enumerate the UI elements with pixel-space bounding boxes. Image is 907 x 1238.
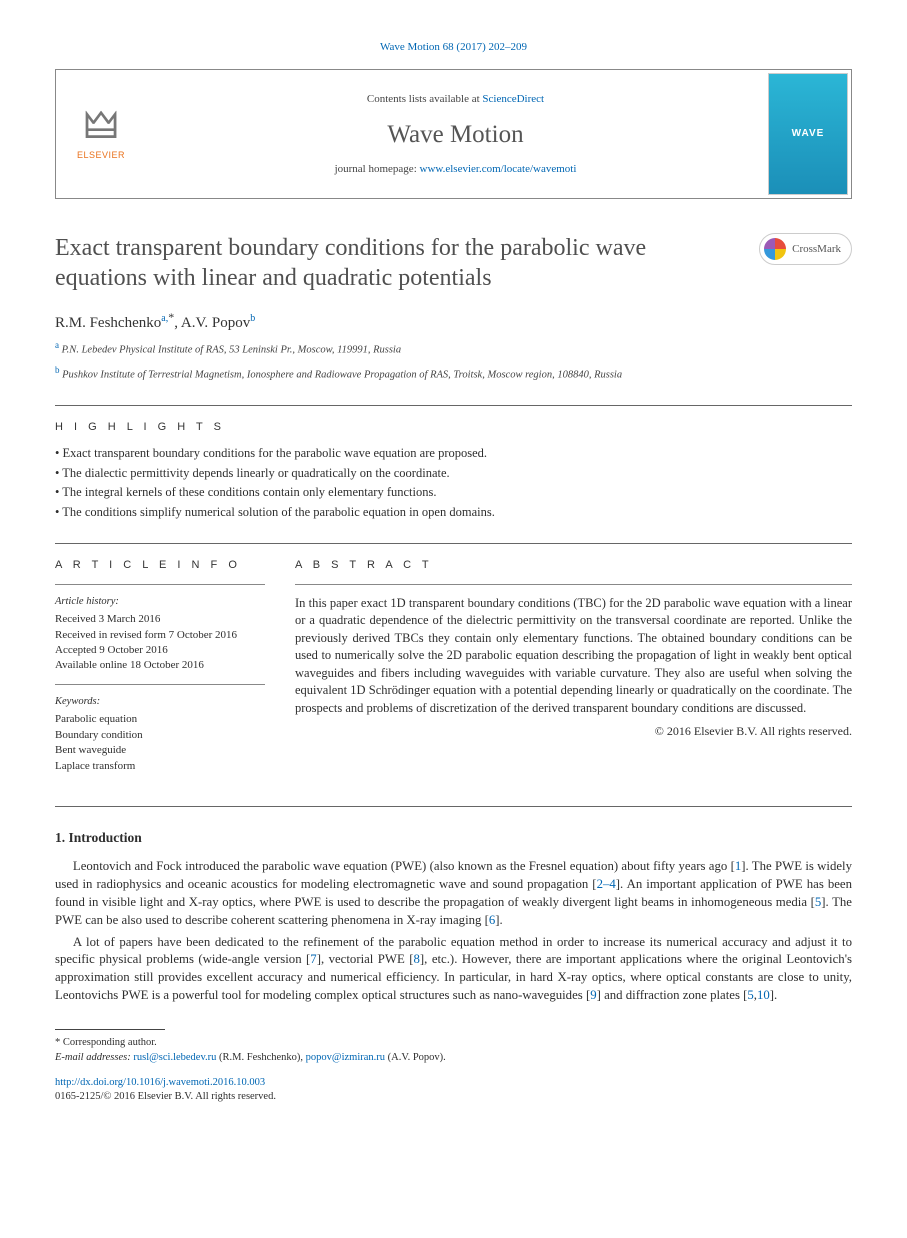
publisher-name: ELSEVIER — [77, 149, 125, 162]
doi-link[interactable]: http://dx.doi.org/10.1016/j.wavemoti.201… — [55, 1077, 265, 1088]
footnote-divider — [55, 1029, 165, 1030]
keyword: Parabolic equation — [55, 712, 265, 727]
header-center: Contents lists available at ScienceDirec… — [146, 70, 765, 198]
citation-header: Wave Motion 68 (2017) 202–209 — [55, 40, 852, 55]
journal-homepage: journal homepage: www.elsevier.com/locat… — [335, 162, 577, 177]
body-paragraph: Leontovich and Fock introduced the parab… — [55, 858, 852, 930]
journal-cover-thumbnail[interactable]: WAVE — [768, 73, 848, 195]
info-abstract-row: A R T I C L E I N F O Article history: R… — [55, 558, 852, 784]
corr-label: Corresponding author. — [63, 1037, 157, 1048]
divider — [55, 584, 265, 585]
doi-block: http://dx.doi.org/10.1016/j.wavemoti.201… — [55, 1076, 852, 1105]
citation-ref[interactable]: 2–4 — [597, 877, 616, 891]
affiliation-text: Pushkov Institute of Terrestrial Magneti… — [62, 369, 622, 380]
article-info-column: A R T I C L E I N F O Article history: R… — [55, 558, 265, 784]
keywords-head: Keywords: — [55, 695, 265, 710]
crossmark-label: CrossMark — [792, 242, 841, 257]
abstract-column: A B S T R A C T In this paper exact 1D t… — [295, 558, 852, 784]
divider — [295, 584, 852, 585]
divider — [55, 543, 852, 544]
keyword: Boundary condition — [55, 728, 265, 743]
keyword: Bent waveguide — [55, 743, 265, 758]
history-item: Received 3 March 2016 — [55, 612, 265, 627]
homepage-url[interactable]: www.elsevier.com/locate/wavemoti — [420, 163, 577, 175]
elsevier-tree-icon: 🜲 — [84, 107, 119, 145]
citation-ref[interactable]: 10 — [757, 988, 770, 1002]
divider — [55, 806, 852, 807]
crossmark-icon — [764, 238, 786, 260]
corresponding-star-icon: * — [168, 310, 174, 324]
publisher-logo[interactable]: 🜲 ELSEVIER — [56, 70, 146, 198]
highlight-item: The conditions simplify numerical soluti… — [55, 504, 852, 522]
crossmark-badge[interactable]: CrossMark — [759, 233, 852, 265]
keywords-block: Keywords: Parabolic equation Boundary co… — [55, 695, 265, 774]
keyword: Laplace transform — [55, 759, 265, 774]
article-title: Exact transparent boundary conditions fo… — [55, 233, 759, 293]
homepage-prefix: journal homepage: — [335, 163, 420, 175]
history-head: Article history: — [55, 595, 265, 610]
title-row: Exact transparent boundary conditions fo… — [55, 233, 852, 293]
cover-text: WAVE — [792, 127, 825, 141]
email-label: E-mail addresses: — [55, 1052, 131, 1063]
divider — [55, 684, 265, 685]
history-item: Received in revised form 7 October 2016 — [55, 628, 265, 643]
journal-header-box: 🜲 ELSEVIER Contents lists available at S… — [55, 69, 852, 199]
history-item: Accepted 9 October 2016 — [55, 643, 265, 658]
author-email[interactable]: popov@izmiran.ru — [306, 1052, 385, 1063]
contents-prefix: Contents lists available at — [367, 93, 482, 105]
author-email[interactable]: rusl@sci.lebedev.ru — [133, 1052, 216, 1063]
corresponding-author-note: * Corresponding author. — [55, 1036, 852, 1051]
highlights-list: Exact transparent boundary conditions fo… — [55, 445, 852, 521]
article-page: Wave Motion 68 (2017) 202–209 🜲 ELSEVIER… — [0, 0, 907, 1135]
highlights-label: H I G H L I G H T S — [55, 420, 852, 435]
section-heading: 1. Introduction — [55, 829, 852, 848]
contents-available: Contents lists available at ScienceDirec… — [367, 92, 544, 107]
author-name[interactable]: A.V. Popov — [181, 315, 250, 331]
divider — [55, 405, 852, 406]
author-affil-sup: b — [250, 313, 255, 324]
affiliation: b Pushkov Institute of Terrestrial Magne… — [55, 364, 852, 383]
history-item: Available online 18 October 2016 — [55, 658, 265, 673]
highlight-item: Exact transparent boundary conditions fo… — [55, 445, 852, 463]
issn-copyright: 0165-2125/© 2016 Elsevier B.V. All right… — [55, 1091, 276, 1102]
star-icon: * — [55, 1037, 60, 1048]
article-history: Article history: Received 3 March 2016 R… — [55, 595, 265, 674]
article-info-label: A R T I C L E I N F O — [55, 558, 265, 573]
affiliation: a P.N. Lebedev Physical Institute of RAS… — [55, 339, 852, 358]
copyright-line: © 2016 Elsevier B.V. All rights reserved… — [295, 723, 852, 740]
email-addresses: E-mail addresses: rusl@sci.lebedev.ru (R… — [55, 1051, 852, 1066]
highlight-item: The integral kernels of these conditions… — [55, 484, 852, 502]
abstract-label: A B S T R A C T — [295, 558, 852, 573]
journal-name: Wave Motion — [387, 117, 523, 152]
author-name[interactable]: R.M. Feshchenko — [55, 315, 161, 331]
body-paragraph: A lot of papers have been dedicated to t… — [55, 934, 852, 1006]
sciencedirect-link[interactable]: ScienceDirect — [482, 93, 544, 105]
author-list: R.M. Feshchenkoa,*, A.V. Popovb — [55, 309, 852, 334]
abstract-text: In this paper exact 1D transparent bound… — [295, 595, 852, 718]
highlight-item: The dialectic permittivity depends linea… — [55, 465, 852, 483]
affiliation-text: P.N. Lebedev Physical Institute of RAS, … — [62, 345, 401, 356]
